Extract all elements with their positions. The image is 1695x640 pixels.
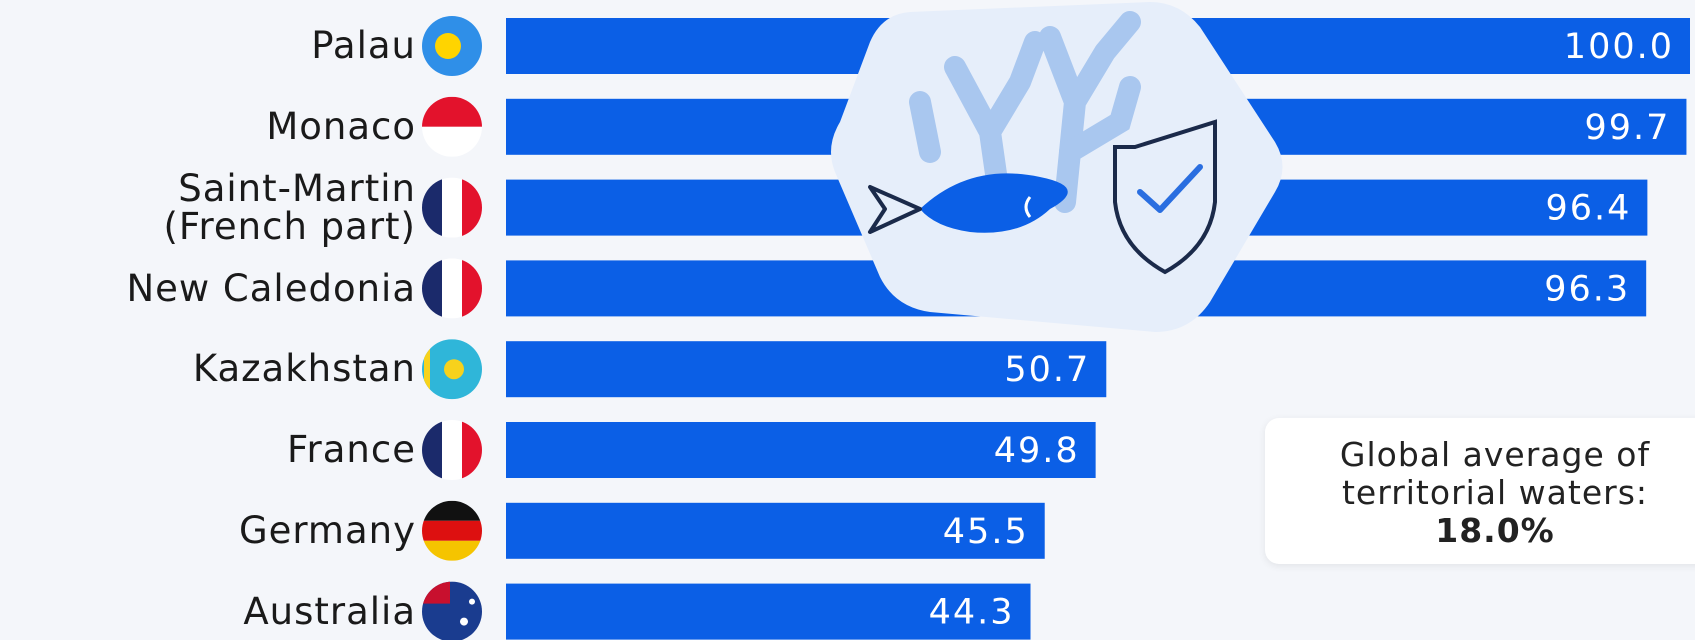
flag-part xyxy=(422,97,482,127)
flag-part xyxy=(444,359,464,379)
category-label: New Caledonia xyxy=(0,248,416,329)
illustration xyxy=(831,2,1283,332)
category-label: France xyxy=(0,410,416,491)
category-label: Australia xyxy=(0,571,416,640)
value-label: 96.4 xyxy=(1545,189,1631,229)
flag-icon xyxy=(422,97,482,157)
flag-icon xyxy=(422,339,482,399)
flag-part xyxy=(422,420,442,480)
annotation-value: 18.0% xyxy=(1265,512,1695,550)
flag-part xyxy=(424,339,430,399)
value-label: 96.3 xyxy=(1544,269,1630,309)
flag-part xyxy=(460,618,468,626)
flag-part xyxy=(422,582,450,604)
flag-part xyxy=(462,258,482,318)
flag-icon xyxy=(422,178,482,238)
flag-part xyxy=(422,541,482,561)
flag-part xyxy=(442,258,462,318)
flag-icon xyxy=(422,501,482,561)
flag-part xyxy=(422,127,482,157)
value-label: 50.7 xyxy=(1004,350,1090,390)
flag-part xyxy=(422,178,442,238)
chart: 100.0 99.7 96.4 96.3 50.7 49.8 45.5 44.3 Global… xyxy=(0,0,1695,640)
flag-icon xyxy=(422,582,482,640)
annotation: Global average of territorial waters: 18… xyxy=(1265,418,1695,564)
category-label: Saint-Martin (French part) xyxy=(0,167,416,248)
category-label: Germany xyxy=(0,490,416,571)
flag-part xyxy=(462,178,482,238)
flag-part xyxy=(442,420,462,480)
category-label: Kazakhstan xyxy=(0,329,416,410)
value-label: 49.8 xyxy=(994,431,1080,471)
value-label: 45.5 xyxy=(943,512,1029,552)
value-label: 100.0 xyxy=(1564,27,1674,67)
flag-part xyxy=(422,501,482,521)
category-label: Monaco xyxy=(0,86,416,167)
flag-part xyxy=(422,258,442,318)
category-label: Palau xyxy=(0,6,416,87)
flag-part xyxy=(462,420,482,480)
flag-icon xyxy=(422,16,482,76)
value-label: 99.7 xyxy=(1585,108,1671,148)
value-label: 44.3 xyxy=(929,593,1015,633)
flag-part xyxy=(435,33,461,59)
annotation-line: Global average of xyxy=(1340,435,1650,474)
flag-icon xyxy=(422,258,482,318)
flag-part xyxy=(442,178,462,238)
flag-icon xyxy=(422,420,482,480)
annotation-line: territorial waters: xyxy=(1342,473,1648,512)
flag-part xyxy=(422,521,482,541)
flag-part xyxy=(469,599,475,605)
